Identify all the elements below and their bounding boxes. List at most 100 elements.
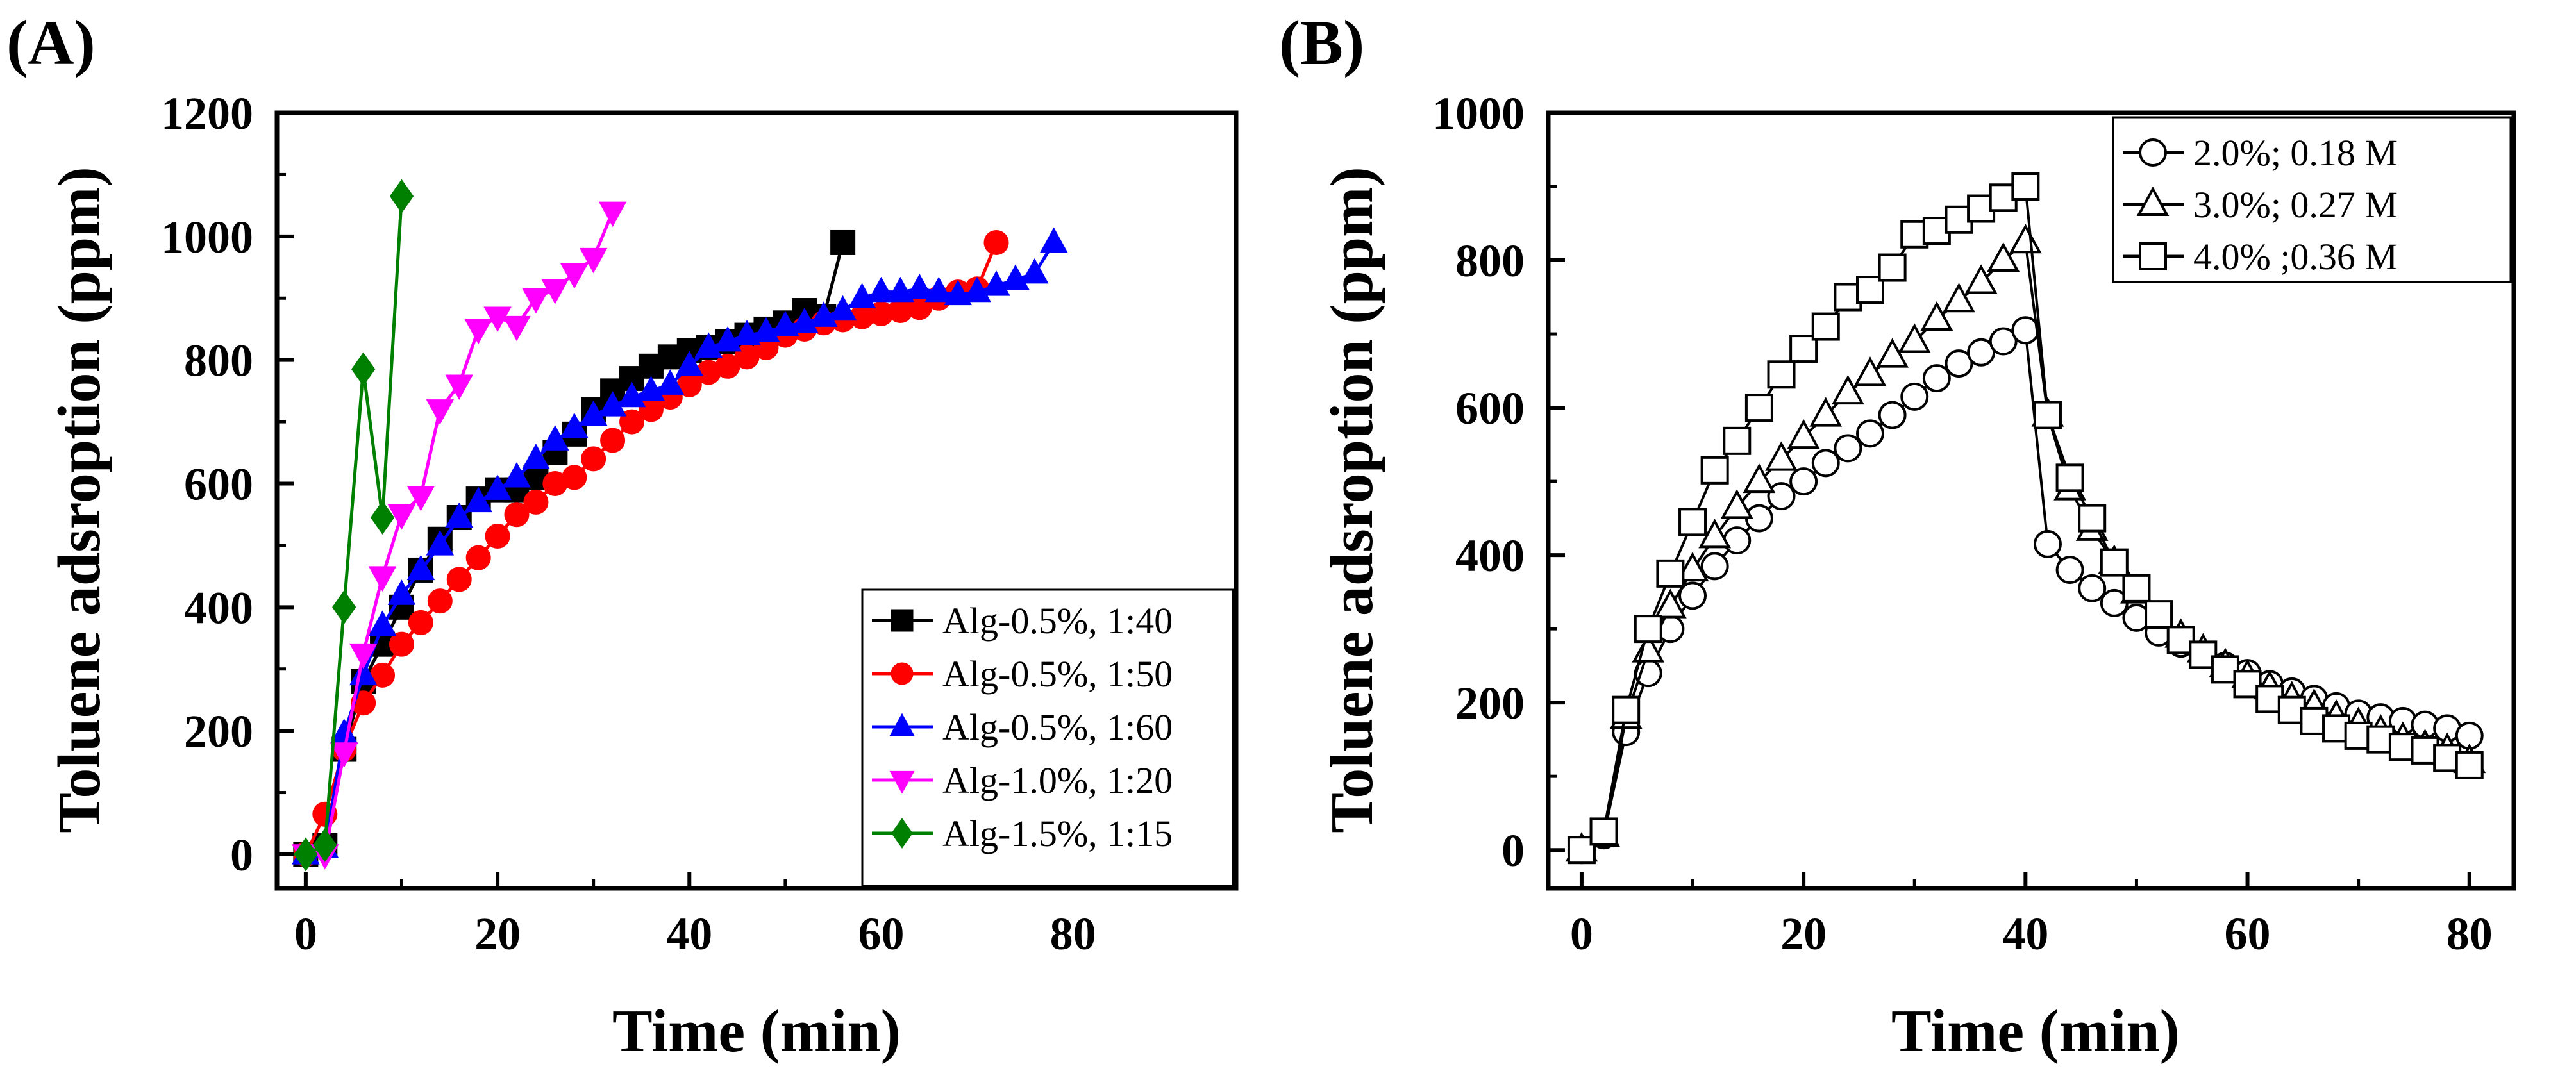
y-tick-label: 600 <box>184 458 253 510</box>
y-tick-label: 1000 <box>1432 88 1525 139</box>
data-point <box>2145 600 2173 629</box>
data-point <box>465 545 491 570</box>
data-point <box>2033 529 2062 558</box>
data-point <box>2100 548 2129 577</box>
series-2 <box>292 227 1068 865</box>
data-point <box>1612 695 1641 724</box>
legend-label: Alg-0.5%, 1:40 <box>942 600 1173 642</box>
data-point <box>581 446 606 472</box>
data-point <box>349 660 378 686</box>
data-point <box>1678 508 1707 536</box>
data-point <box>485 523 510 549</box>
legend-marker-icon <box>2139 242 2167 270</box>
plot-frame <box>274 110 1239 891</box>
data-point <box>351 352 376 386</box>
data-point <box>1811 312 1840 341</box>
data-point <box>1876 338 1909 368</box>
data-point <box>1723 526 1752 555</box>
data-point <box>1898 323 1931 353</box>
data-point <box>1856 419 1884 448</box>
x-tick-label: 0 <box>1570 908 1593 960</box>
data-point <box>408 610 433 635</box>
legend-label: Alg-1.0%, 1:20 <box>942 760 1173 801</box>
data-point <box>886 276 915 303</box>
legend-marker-icon <box>891 609 914 632</box>
x-tick-label: 40 <box>666 908 712 960</box>
data-point <box>944 279 972 306</box>
x-axis-title: Time (min) <box>612 998 901 1065</box>
data-point <box>406 554 435 581</box>
data-point <box>523 489 549 515</box>
data-point <box>1767 360 1796 389</box>
data-point <box>1040 227 1068 253</box>
data-point <box>560 263 589 289</box>
data-point <box>368 566 397 592</box>
data-point <box>1853 356 1887 386</box>
legend-label: 3.0%; 0.27 M <box>2193 184 2398 226</box>
data-point <box>426 530 455 556</box>
data-point <box>522 444 550 469</box>
x-axis-title: Time (min) <box>1891 998 2180 1065</box>
data-point <box>924 276 953 303</box>
data-point <box>1831 374 1864 405</box>
series-4 <box>294 179 414 872</box>
panel-label: (B) <box>1279 7 1364 78</box>
data-point <box>983 229 1009 255</box>
y-axis-title: Toluene adsroption (ppm) <box>46 167 113 833</box>
y-tick-label: 200 <box>1455 677 1525 729</box>
data-point <box>445 374 473 401</box>
data-point <box>1943 283 1975 313</box>
data-point <box>1967 338 1996 367</box>
legend-label: Alg-0.5%, 1:60 <box>942 706 1173 748</box>
data-point <box>1834 434 1862 463</box>
series-0 <box>1567 316 2484 865</box>
data-point <box>905 273 934 299</box>
data-point <box>600 428 626 453</box>
data-point <box>389 179 414 213</box>
data-point <box>2011 172 2040 201</box>
data-point <box>1720 489 1753 519</box>
x-tick-label: 20 <box>1780 908 1827 960</box>
data-point <box>2055 556 2084 585</box>
data-point <box>1744 394 1773 422</box>
legend-box <box>861 588 1234 887</box>
data-point <box>2211 655 2239 684</box>
legend-marker-icon <box>889 713 915 736</box>
data-point <box>1920 301 1953 331</box>
x-tick-label: 60 <box>2225 908 2271 960</box>
data-point <box>656 369 685 395</box>
data-point <box>1634 615 1662 644</box>
y-tick-label: 600 <box>1455 383 1525 434</box>
y-axis-title: Toluene adsroption (ppm) <box>1319 167 1385 833</box>
data-point <box>2122 574 2151 602</box>
plot-frame <box>1546 110 2516 891</box>
data-point <box>1743 463 1776 494</box>
data-point <box>349 643 378 669</box>
data-point <box>2078 504 2107 533</box>
series-2 <box>1567 172 2484 865</box>
legend-marker-icon <box>2139 138 2167 167</box>
data-point <box>427 588 453 614</box>
data-point <box>771 310 799 336</box>
data-point <box>1589 817 1618 846</box>
data-point <box>1676 551 1709 582</box>
data-point <box>598 201 627 228</box>
data-point <box>1987 242 2020 272</box>
legend-label: Alg-0.5%, 1:50 <box>942 653 1173 695</box>
data-point <box>387 579 416 605</box>
legend-marker-icon <box>891 818 913 849</box>
x-tick-label: 80 <box>2446 908 2493 960</box>
x-tick-label: 20 <box>474 908 521 960</box>
data-point <box>503 462 531 488</box>
data-point <box>2033 401 2062 429</box>
data-point <box>1787 419 1820 449</box>
y-tick-label: 0 <box>1501 825 1525 876</box>
data-point <box>330 742 358 768</box>
data-point <box>733 320 761 345</box>
data-point <box>483 306 512 333</box>
data-point <box>2233 670 2262 699</box>
legend-marker-icon <box>889 770 915 794</box>
data-point <box>522 288 550 314</box>
